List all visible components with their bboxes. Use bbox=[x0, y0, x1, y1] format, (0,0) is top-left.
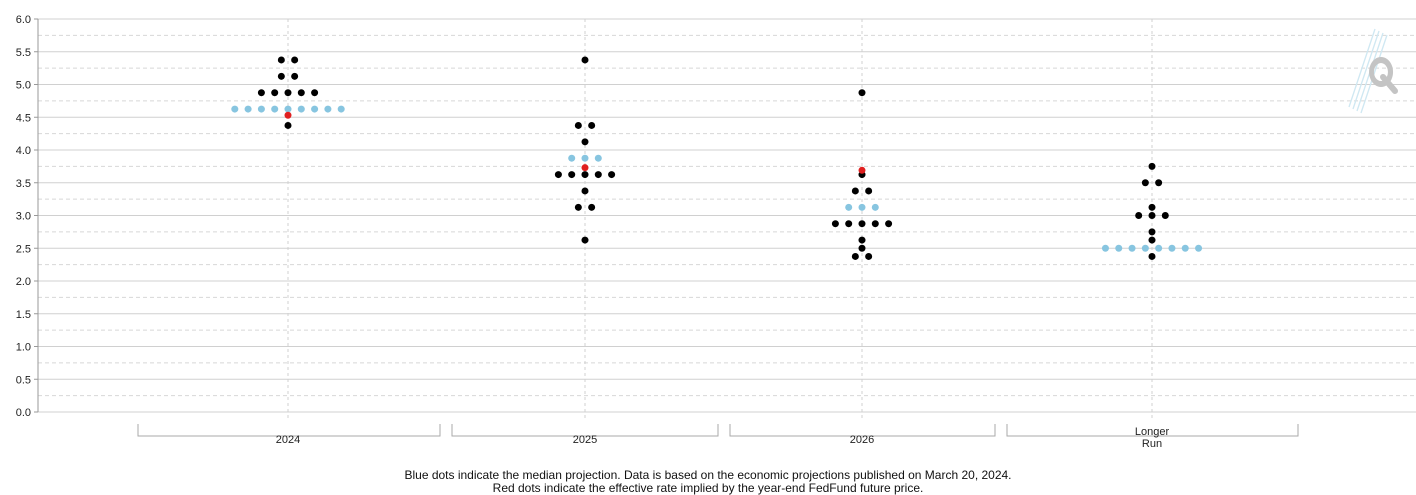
projection-dot bbox=[581, 138, 589, 146]
median-dot bbox=[1101, 244, 1109, 252]
watermark-logo bbox=[1348, 28, 1398, 114]
median-dot bbox=[337, 105, 345, 113]
median-dot bbox=[1141, 244, 1149, 252]
x-tick-label: 2024 bbox=[276, 434, 300, 446]
median-dot bbox=[1115, 244, 1123, 252]
projection-dot bbox=[581, 236, 589, 244]
x-tick-label: Longer bbox=[1135, 426, 1170, 438]
projection-dot bbox=[858, 220, 866, 228]
projection-dot bbox=[554, 171, 562, 179]
projection-dot bbox=[608, 171, 616, 179]
projection-dot bbox=[1148, 212, 1156, 219]
projection-dot bbox=[1148, 203, 1156, 211]
dot-plot-chart: 0.0 0.5 1.0 1.5 2.0 2.5 3.0 3.5 4.0 4.5 5.0 5.5 6.0 2… bbox=[16, 14, 1416, 450]
chart-note-median: Blue dots indicate the median projection… bbox=[404, 468, 1012, 482]
median-dot bbox=[1155, 244, 1163, 252]
futures-dot bbox=[581, 164, 589, 172]
projection-dot bbox=[1148, 236, 1156, 244]
projection-dot bbox=[1148, 252, 1156, 260]
y-tick-label: 5.0 bbox=[16, 80, 31, 92]
projection-dot bbox=[574, 203, 582, 211]
x-tick-label: 2026 bbox=[850, 434, 874, 446]
projection-dot bbox=[885, 220, 893, 228]
median-dot bbox=[568, 154, 576, 162]
projection-dot bbox=[291, 56, 299, 64]
projection-dot bbox=[1148, 162, 1156, 170]
projection-dot bbox=[871, 220, 879, 228]
projection-dot bbox=[845, 220, 853, 228]
projection-dot bbox=[858, 236, 866, 244]
y-tick-label: 3.5 bbox=[16, 178, 31, 190]
projection-dot bbox=[271, 89, 279, 97]
y-tick-label: 4.0 bbox=[16, 145, 31, 157]
projection-dot bbox=[1161, 212, 1169, 219]
median-dot bbox=[231, 105, 239, 113]
category-bracket bbox=[451, 424, 719, 437]
y-tick-label: 0.0 bbox=[16, 407, 31, 419]
projection-dot bbox=[858, 89, 866, 97]
projection-dot bbox=[831, 220, 839, 228]
projection-dot bbox=[277, 72, 285, 80]
median-dot bbox=[871, 203, 879, 211]
futures-dot bbox=[284, 111, 292, 119]
median-dot bbox=[581, 154, 589, 162]
median-dot bbox=[845, 203, 853, 211]
y-tick-label: 1.5 bbox=[16, 309, 31, 321]
projection-dot bbox=[311, 89, 319, 97]
projection-dot bbox=[297, 89, 305, 97]
projection-dot bbox=[865, 187, 873, 195]
median-dot bbox=[594, 154, 602, 162]
projection-dot bbox=[851, 187, 859, 195]
y-tick-label: 2.0 bbox=[16, 276, 31, 288]
futures-dot bbox=[858, 166, 866, 174]
y-tick-label: 4.5 bbox=[16, 112, 31, 124]
projection-dot bbox=[257, 89, 265, 97]
projection-dot bbox=[865, 252, 873, 260]
median-dot bbox=[1128, 244, 1136, 252]
y-tick-label: 6.0 bbox=[16, 14, 31, 26]
category-bracket bbox=[1006, 424, 1299, 437]
x-tick-label: 2025 bbox=[573, 434, 597, 446]
projection-dot bbox=[858, 244, 866, 252]
median-dot bbox=[297, 105, 305, 113]
projection-dot bbox=[581, 171, 589, 179]
median-dot bbox=[324, 105, 332, 113]
median-dot bbox=[284, 105, 292, 113]
y-tick-label: 0.5 bbox=[16, 374, 31, 386]
projection-dot bbox=[588, 121, 596, 129]
projection-dot bbox=[568, 171, 576, 179]
projection-dot bbox=[1148, 228, 1156, 236]
median-dot bbox=[257, 105, 265, 113]
median-dot bbox=[271, 105, 279, 113]
projection-dot bbox=[277, 56, 285, 64]
projection-dot bbox=[581, 187, 589, 195]
projection-dot bbox=[284, 89, 292, 97]
category-bracket bbox=[137, 424, 441, 437]
projection-dot bbox=[1141, 179, 1149, 187]
median-dot bbox=[858, 203, 866, 211]
projection-dot bbox=[291, 72, 299, 80]
projection-dot bbox=[851, 252, 859, 260]
projection-dot bbox=[1155, 179, 1163, 187]
median-dot bbox=[1168, 244, 1176, 252]
projection-dot bbox=[284, 121, 292, 129]
median-dot bbox=[1195, 244, 1203, 252]
projection-dot bbox=[581, 56, 589, 64]
projection-dot bbox=[1135, 212, 1143, 219]
category-bracket bbox=[729, 424, 996, 437]
projection-dot bbox=[588, 203, 596, 211]
chart-note-futures: Red dots indicate the effective rate imp… bbox=[492, 481, 924, 495]
y-tick-label: 1.0 bbox=[16, 342, 31, 354]
y-tick-label: 3.0 bbox=[16, 211, 31, 223]
median-dot bbox=[244, 105, 252, 113]
y-tick-label: 2.5 bbox=[16, 243, 31, 255]
median-dot bbox=[1181, 244, 1189, 252]
projection-dot bbox=[594, 171, 602, 179]
x-tick-label: Run bbox=[1142, 438, 1162, 450]
projection-dot bbox=[574, 121, 582, 129]
median-dot bbox=[311, 105, 319, 113]
y-tick-label: 5.5 bbox=[16, 47, 31, 59]
